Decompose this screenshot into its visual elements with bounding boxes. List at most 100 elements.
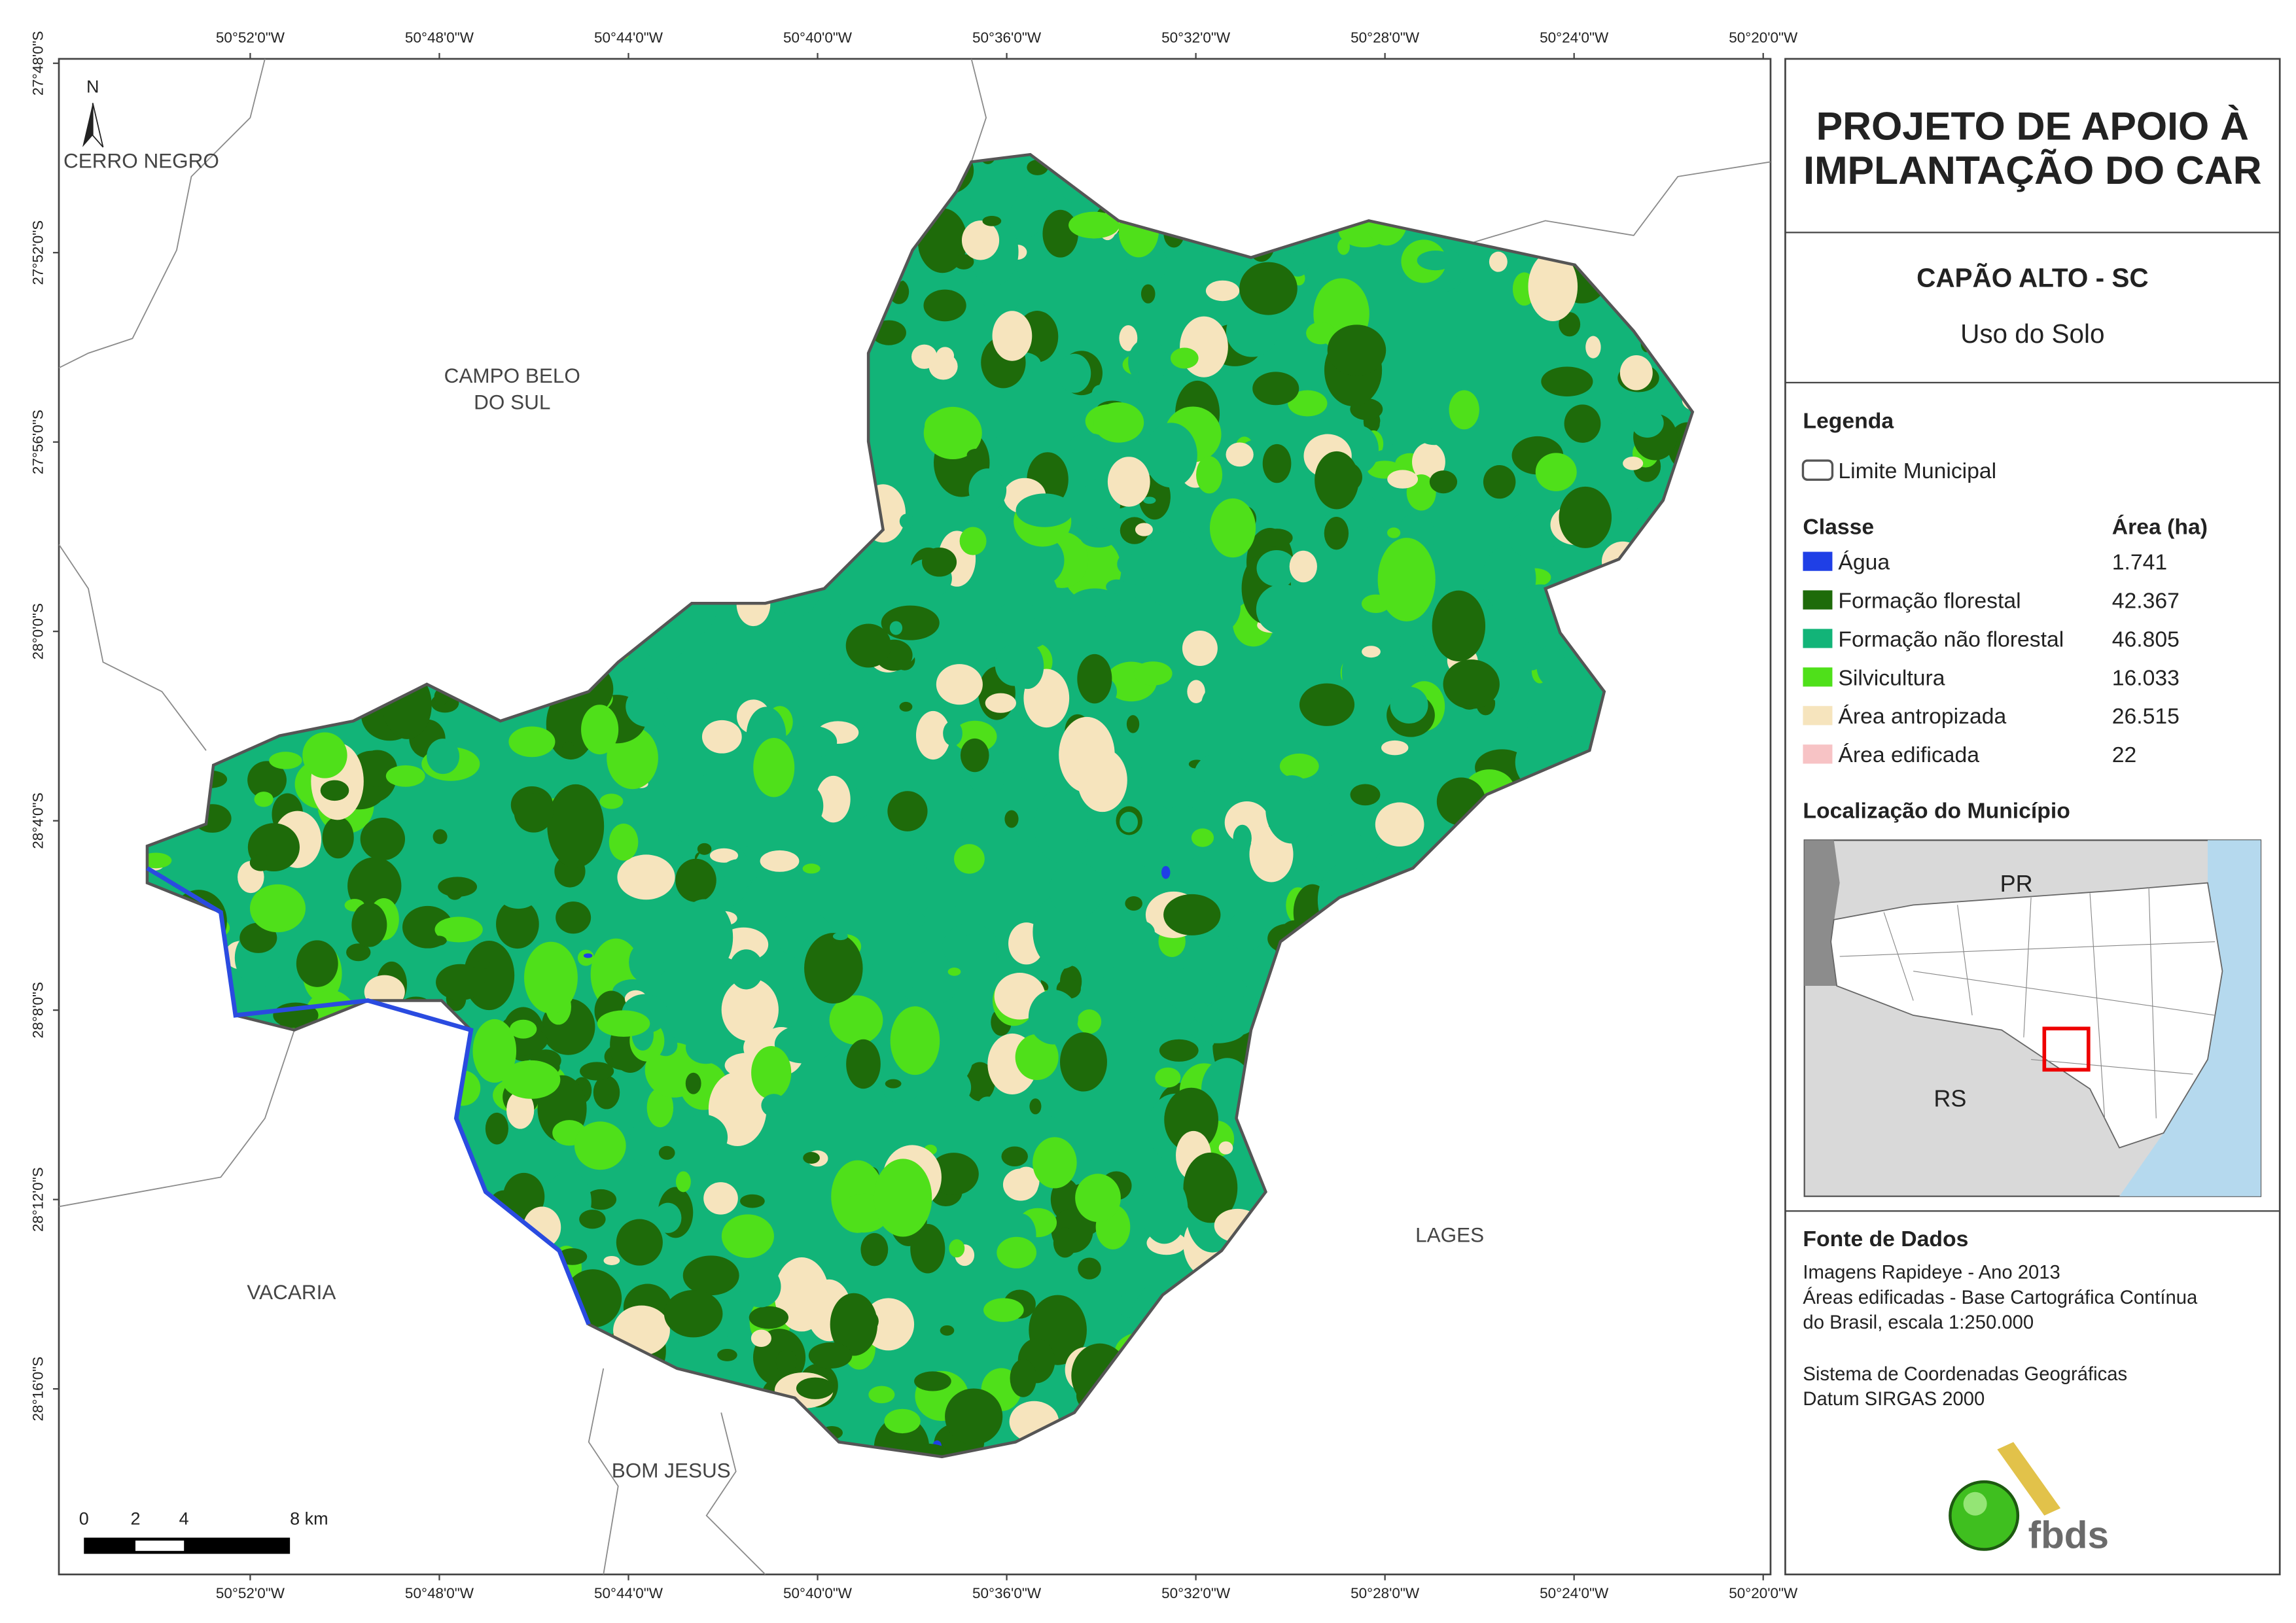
land-cover-patch bbox=[1028, 989, 1078, 1045]
land-cover-patch bbox=[524, 941, 578, 1014]
legend-area: 16.033 bbox=[2112, 665, 2180, 690]
land-cover-patch bbox=[1412, 442, 1445, 481]
land-cover-patch bbox=[1289, 550, 1317, 583]
longitude-label: 50°32'0"W bbox=[1161, 29, 1231, 46]
land-cover-patch bbox=[1182, 631, 1218, 667]
land-cover-patch bbox=[609, 823, 639, 861]
land-cover-patch bbox=[1140, 1175, 1188, 1244]
land-cover-patch bbox=[485, 1112, 508, 1145]
land-cover-patch bbox=[985, 693, 1016, 713]
land-cover-patch bbox=[675, 858, 716, 902]
land-cover-patch bbox=[1342, 718, 1373, 763]
subtitle: Uso do Solo bbox=[1960, 319, 2104, 349]
land-cover-patch bbox=[1069, 588, 1122, 618]
land-cover-patch bbox=[616, 1219, 663, 1266]
longitude-label: 50°44'0"W bbox=[594, 1585, 663, 1601]
land-cover-patch bbox=[922, 547, 957, 577]
land-cover-patch bbox=[249, 854, 272, 871]
land-cover-patch bbox=[1419, 430, 1449, 445]
land-cover-patch bbox=[1623, 456, 1644, 470]
land-cover-patch bbox=[1156, 805, 1209, 862]
land-cover-patch bbox=[1631, 408, 1664, 438]
land-cover-patch bbox=[1170, 347, 1199, 369]
land-cover-patch bbox=[676, 899, 733, 976]
scale-label: 2 bbox=[130, 1509, 140, 1528]
land-cover-patch bbox=[701, 720, 742, 754]
land-cover-patch bbox=[804, 845, 824, 857]
land-cover-patch bbox=[1227, 911, 1266, 951]
land-cover-patch bbox=[1258, 489, 1299, 520]
land-cover-patch bbox=[1049, 862, 1104, 918]
land-cover-patch bbox=[1194, 1006, 1223, 1025]
land-cover-patch bbox=[302, 732, 347, 778]
land-cover-patch bbox=[1093, 402, 1144, 443]
land-cover-patch bbox=[895, 311, 908, 317]
land-cover-patch bbox=[434, 916, 483, 943]
land-cover-patch bbox=[1279, 753, 1319, 779]
legend-swatch bbox=[1803, 590, 1833, 610]
legend-area: 42.367 bbox=[2112, 588, 2180, 613]
land-cover-patch bbox=[1196, 456, 1223, 494]
place-name: CAMPO BELO bbox=[444, 364, 580, 387]
legend-class: Silvicultura bbox=[1838, 665, 1945, 690]
land-cover-patch bbox=[1183, 1152, 1238, 1223]
neighbor-boundaries bbox=[59, 58, 1771, 1575]
land-cover-patch bbox=[943, 720, 963, 746]
land-cover-patch bbox=[472, 1019, 517, 1083]
land-cover-patch bbox=[1528, 251, 1578, 322]
land-cover-patch bbox=[1084, 1139, 1112, 1162]
scale-label: 0 bbox=[79, 1509, 89, 1528]
land-cover-patch bbox=[629, 943, 656, 981]
land-cover-patch bbox=[1429, 470, 1458, 494]
legend-panel bbox=[1784, 58, 2281, 1576]
land-cover-patch bbox=[1144, 423, 1197, 488]
land-cover-patch bbox=[1390, 686, 1428, 724]
land-cover-patch bbox=[1122, 960, 1150, 975]
land-cover-patch bbox=[1308, 782, 1331, 812]
latitude-label: 27°52'0"S bbox=[29, 220, 46, 285]
land-cover-patch bbox=[936, 347, 955, 365]
land-cover-patch bbox=[682, 1255, 739, 1296]
land-cover-patch bbox=[1536, 645, 1566, 686]
land-cover-patch bbox=[796, 1377, 834, 1399]
land-cover-patch bbox=[1483, 465, 1516, 499]
land-cover-patch bbox=[936, 664, 983, 705]
land-cover-patch bbox=[1194, 752, 1250, 797]
land-cover-patch bbox=[1140, 284, 1156, 304]
longitude-label: 50°40'0"W bbox=[783, 1585, 853, 1601]
land-cover-patch bbox=[1163, 968, 1217, 1011]
land-cover-patch bbox=[1434, 290, 1472, 338]
land-cover-patch bbox=[1256, 550, 1297, 587]
land-cover-patch bbox=[697, 843, 712, 855]
land-cover-patch bbox=[775, 1350, 797, 1374]
land-cover-patch bbox=[580, 1062, 614, 1081]
latitude-label: 28°0'0"S bbox=[29, 603, 46, 659]
land-cover-patch bbox=[1458, 325, 1492, 365]
land-cover-patch bbox=[585, 1189, 617, 1210]
land-cover-patch bbox=[1417, 251, 1454, 271]
land-cover-patch bbox=[509, 1019, 537, 1039]
land-cover-patch bbox=[934, 1446, 948, 1457]
land-cover-patch bbox=[960, 738, 989, 773]
land-cover-patch bbox=[1398, 642, 1426, 665]
land-cover-patch bbox=[914, 1371, 951, 1391]
land-cover-patch bbox=[992, 311, 1033, 361]
land-cover-patch bbox=[1262, 444, 1292, 483]
land-cover-patch bbox=[830, 1293, 878, 1356]
land-cover-patch bbox=[889, 621, 903, 635]
land-cover-patch bbox=[964, 1062, 995, 1102]
land-cover-patch bbox=[247, 761, 287, 799]
land-cover-patch bbox=[1011, 642, 1044, 689]
land-cover-patch bbox=[911, 344, 938, 369]
north-label: N bbox=[86, 77, 99, 97]
legend-swatch bbox=[1803, 667, 1833, 687]
land-cover-patch bbox=[1319, 659, 1332, 671]
land-cover-patch bbox=[1535, 453, 1577, 491]
land-cover-patch bbox=[910, 1223, 945, 1274]
land-cover-patch bbox=[868, 1386, 895, 1404]
land-cover-patch bbox=[593, 1075, 620, 1109]
land-cover-patch bbox=[269, 752, 302, 769]
place-name: DO SUL bbox=[474, 390, 550, 413]
land-cover-patch bbox=[1089, 977, 1125, 997]
